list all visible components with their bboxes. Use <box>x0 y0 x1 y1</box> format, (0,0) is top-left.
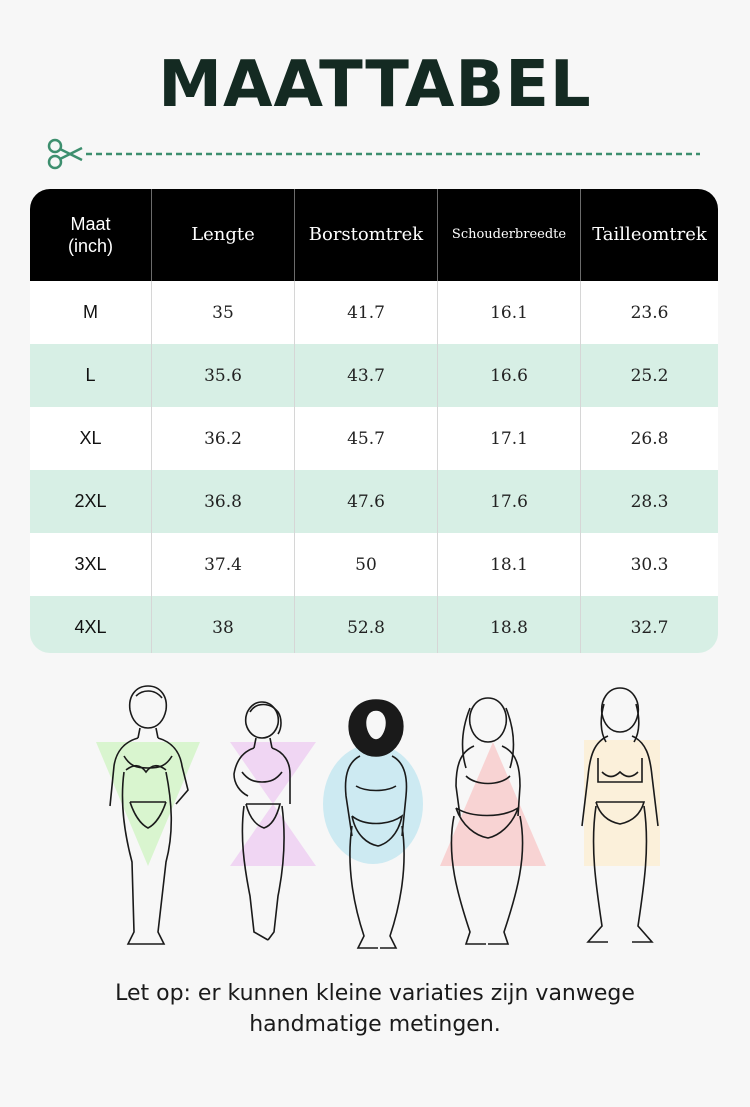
table-header: Maat (inch) Lengte Borstomtrek Schouderb… <box>30 189 718 281</box>
woman-figure-5 <box>581 687 659 943</box>
note-line-2: handmatige metingen. <box>249 1012 501 1037</box>
oval-shape <box>323 744 423 864</box>
cell-shoulder: 17.6 <box>438 470 581 533</box>
cell-size: 3XL <box>30 533 152 596</box>
measurement-note: Let op: er kunnen kleine variaties zijn … <box>0 978 750 1040</box>
cell-waist: 25.2 <box>630 365 669 386</box>
cell-waist: 26.8 <box>630 428 669 449</box>
triangle-shape <box>440 742 546 866</box>
cell-size: 4XL <box>30 596 152 653</box>
size-table: Maat (inch) Lengte Borstomtrek Schouderb… <box>30 189 718 653</box>
cell-waist: 30.3 <box>630 554 669 575</box>
header-chest: Borstomtrek <box>295 189 438 281</box>
table-row: 4XL 38 52.8 18.8 32.7 <box>30 596 718 653</box>
table-row: L 35.6 43.7 16.6 25.2 <box>30 344 718 407</box>
cell-shoulder: 18.8 <box>438 596 581 653</box>
cell-chest: 43.7 <box>295 344 438 407</box>
cell-size: XL <box>30 407 152 470</box>
table-body: M 35 41.7 16.1 23.6 L 35.6 43.7 16.6 25.2 XL 36.2 45… <box>30 281 718 653</box>
cell-waist: 28.3 <box>630 491 669 512</box>
cell-chest: 52.8 <box>295 596 438 653</box>
scissors-icon <box>47 138 83 170</box>
woman-figure-1 <box>109 685 189 945</box>
table-row: 2XL 36.8 47.6 17.6 28.3 <box>30 470 718 533</box>
header-shoulder: Schouderbreedte <box>438 189 581 281</box>
cell-shoulder: 17.1 <box>438 407 581 470</box>
table-row: XL 36.2 45.7 17.1 26.8 <box>30 407 718 470</box>
cell-shoulder: 16.6 <box>438 344 581 407</box>
scissor-cut-line <box>47 138 700 170</box>
cell-chest: 45.7 <box>295 407 438 470</box>
header-size: Maat (inch) <box>30 189 152 281</box>
cell-chest: 41.7 <box>295 281 438 344</box>
cell-length: 35.6 <box>152 344 295 407</box>
body-shapes-illustration <box>96 685 660 949</box>
cell-size: 2XL <box>30 470 152 533</box>
inverted-triangle-shape <box>96 742 200 866</box>
header-waist: Tailleomtrek <box>592 223 707 245</box>
cell-shoulder: 16.1 <box>438 281 581 344</box>
table-row: M 35 41.7 16.1 23.6 <box>30 281 718 344</box>
cell-waist: 32.7 <box>630 617 669 638</box>
cell-length: 35 <box>152 281 295 344</box>
header-length: Lengte <box>152 189 295 281</box>
table-row: 3XL 37.4 50 18.1 30.3 <box>30 533 718 596</box>
cell-length: 38 <box>152 596 295 653</box>
cell-length: 36.2 <box>152 407 295 470</box>
woman-figure-4 <box>450 697 524 945</box>
cell-waist: 23.6 <box>630 302 669 323</box>
cell-shoulder: 18.1 <box>438 533 581 596</box>
cell-size: L <box>30 344 152 407</box>
cell-size: M <box>30 281 152 344</box>
page-title: MAATTABEL <box>158 48 592 122</box>
cell-chest: 47.6 <box>295 470 438 533</box>
woman-figure-2 <box>233 701 291 941</box>
woman-figure-3 <box>344 699 408 949</box>
cell-length: 37.4 <box>152 533 295 596</box>
cell-chest: 50 <box>295 533 438 596</box>
note-line-1: Let op: er kunnen kleine variaties zijn … <box>115 981 635 1006</box>
cell-length: 36.8 <box>152 470 295 533</box>
